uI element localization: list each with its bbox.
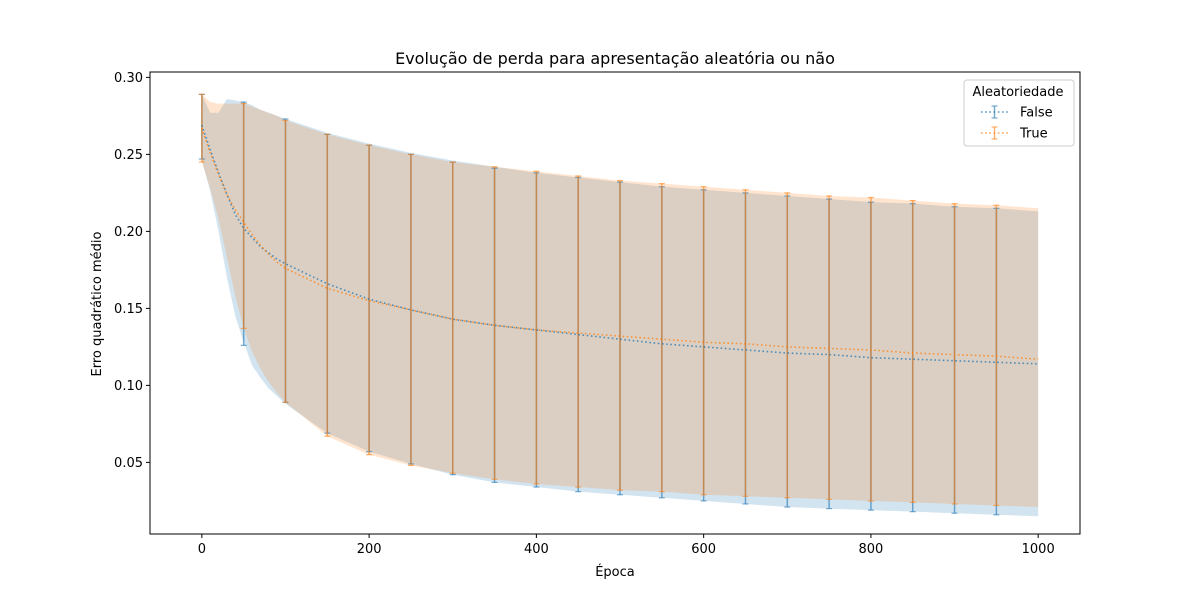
errorbar-true	[491, 166, 498, 480]
errorbar-true	[240, 102, 247, 330]
legend-item-true: True	[981, 126, 1048, 142]
line-false	[201, 124, 1039, 365]
axes: 0 200 400 600 800 1000 0.05 0.10 0.15 0.20 0.25 0.3…	[114, 71, 1081, 557]
x-tick-label: 1000	[1022, 542, 1055, 557]
errorbar-true	[282, 119, 289, 403]
y-tick-label: 0.30	[114, 71, 143, 86]
errorbar-true	[324, 133, 331, 437]
y-axis-label: Erro quadrático médio	[90, 231, 105, 376]
errorbar-true	[366, 144, 373, 456]
x-tick-label: 200	[357, 542, 382, 557]
x-axis-label: Época	[595, 564, 635, 580]
x-tick-label: 400	[524, 542, 549, 557]
chart-title: Evolução de perda para apresentação alea…	[395, 49, 835, 68]
y-tick-label: 0.15	[114, 302, 143, 317]
x-tick-label: 800	[859, 542, 884, 557]
y-tick-label: 0.10	[114, 379, 143, 394]
x-tick-label: 600	[691, 542, 716, 557]
errorbar-true	[909, 199, 916, 504]
errorbar-true	[784, 192, 791, 499]
y-tick-label: 0.25	[114, 148, 143, 163]
x-tick-label: 0	[198, 542, 206, 557]
legend-item-false: False	[981, 105, 1053, 121]
legend-frame	[963, 79, 1075, 147]
errorbar-true	[533, 170, 540, 485]
errorbar-true	[658, 183, 665, 493]
legend: Aleatoriedade False True	[963, 79, 1075, 147]
legend-label: False	[1020, 106, 1053, 121]
line-true	[201, 127, 1039, 361]
plot-area	[198, 93, 1039, 517]
errorbar-true	[700, 186, 707, 496]
errorbar-true	[449, 161, 456, 474]
errorbar-true	[575, 175, 582, 488]
legend-label: True	[1019, 127, 1048, 142]
legend-title: Aleatoriedade	[973, 85, 1064, 100]
y-tick-label: 0.05	[114, 456, 143, 471]
plot-frame	[149, 71, 1081, 535]
y-tick-label: 0.20	[114, 225, 143, 240]
